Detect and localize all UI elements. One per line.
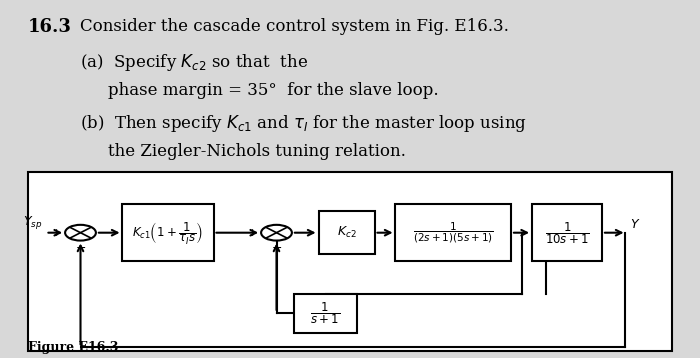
Text: $K_{c2}$: $K_{c2}$ [337, 225, 356, 240]
Text: $K_{c1}\left(1+\dfrac{1}{\tau_I s}\right)$: $K_{c1}\left(1+\dfrac{1}{\tau_I s}\right… [132, 220, 204, 246]
Text: +: + [52, 228, 62, 238]
FancyBboxPatch shape [395, 204, 511, 261]
Text: Figure E16.3: Figure E16.3 [28, 342, 118, 354]
Text: −: − [272, 242, 281, 255]
Text: $Y_{sp}$: $Y_{sp}$ [22, 214, 42, 231]
Text: Consider the cascade control system in Fig. E16.3.: Consider the cascade control system in F… [80, 18, 510, 35]
Text: $Y$: $Y$ [630, 218, 640, 231]
FancyBboxPatch shape [122, 204, 214, 261]
FancyBboxPatch shape [294, 294, 357, 333]
Text: $\dfrac{1}{(2s+1)(5s+1)}$: $\dfrac{1}{(2s+1)(5s+1)}$ [413, 221, 494, 245]
Text: 16.3: 16.3 [28, 18, 72, 36]
Text: (b)  Then specify $K_{c1}$ and $\tau_I$ for the master loop using: (b) Then specify $K_{c1}$ and $\tau_I$ f… [80, 113, 528, 134]
Text: $\dfrac{1}{s+1}$: $\dfrac{1}{s+1}$ [311, 300, 340, 326]
Text: phase margin = 35°  for the slave loop.: phase margin = 35° for the slave loop. [108, 82, 439, 99]
FancyBboxPatch shape [28, 172, 672, 351]
FancyBboxPatch shape [532, 204, 602, 261]
Text: +: + [248, 228, 258, 238]
Text: the Ziegler-Nichols tuning relation.: the Ziegler-Nichols tuning relation. [108, 143, 407, 160]
Text: (a)  Specify $K_{c2}$ so that  the: (a) Specify $K_{c2}$ so that the [80, 52, 309, 73]
Text: $\dfrac{1}{10s+1}$: $\dfrac{1}{10s+1}$ [545, 220, 589, 246]
FancyBboxPatch shape [318, 211, 374, 254]
Text: −: − [76, 242, 85, 255]
